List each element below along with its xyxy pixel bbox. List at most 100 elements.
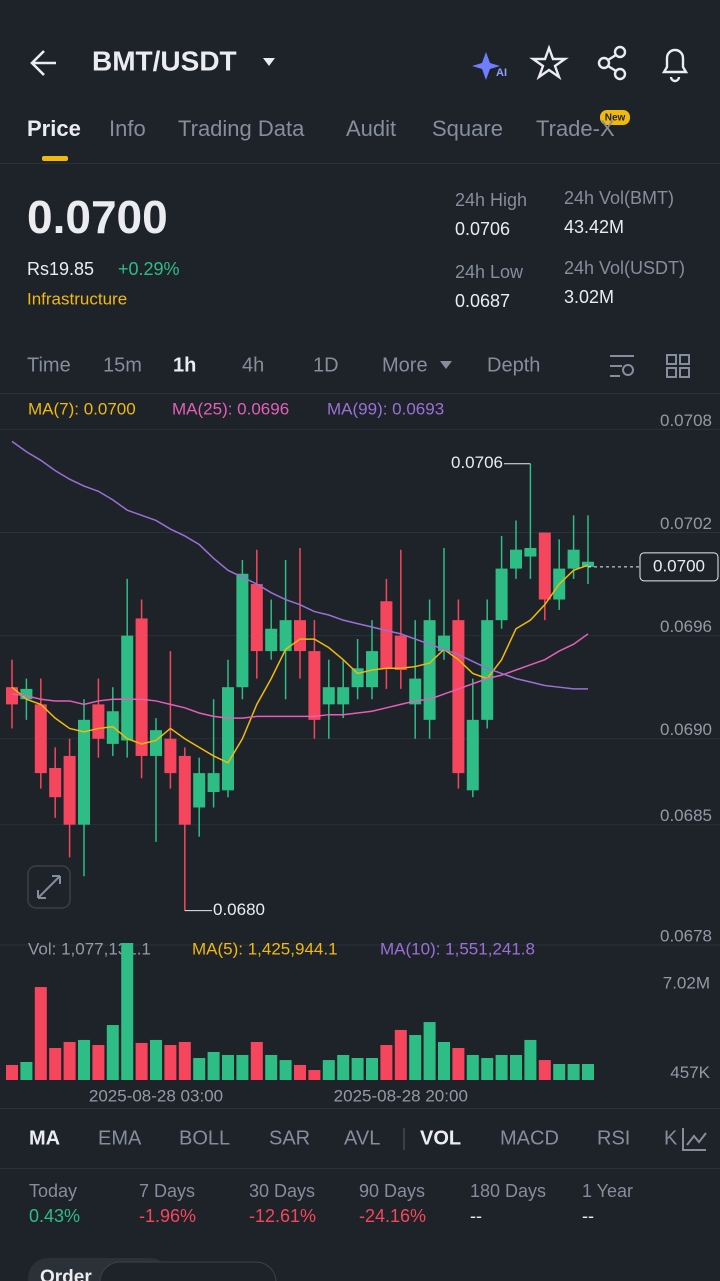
active-tab-indicator (42, 156, 68, 161)
ma-legend: MA(25): 0.0696 (172, 399, 289, 418)
indicator-settings-icon[interactable] (682, 1128, 707, 1151)
divider (0, 1168, 720, 1169)
alert-icon[interactable] (661, 48, 689, 83)
indicator-tab[interactable]: MACD (500, 1127, 559, 1149)
interval-tab[interactable]: Depth (487, 354, 540, 376)
x-tick-label: 2025-08-28 20:00 (334, 1086, 468, 1105)
tab[interactable]: Info (109, 116, 146, 141)
interval-tab[interactable]: 4h (242, 354, 264, 376)
candle-body (322, 687, 335, 705)
footer-pill[interactable] (99, 1261, 277, 1281)
stat-value: 3.02M (564, 287, 614, 307)
x-tick-label: 2025-08-28 03:00 (89, 1086, 223, 1105)
period-label: 1 Year (582, 1181, 633, 1201)
candle-body (409, 678, 422, 705)
category-tag[interactable]: Infrastructure (27, 289, 127, 308)
indicator-tab[interactable]: EMA (98, 1127, 142, 1149)
volume-bar (279, 1060, 292, 1080)
ma-legend: MA(7): 0.0700 (28, 399, 136, 418)
local-price: Rs19.85 (27, 259, 94, 279)
y-tick-label: 0.0696 (660, 617, 712, 636)
interval-tab[interactable]: Time (27, 354, 71, 376)
interval-tab[interactable]: 1D (313, 354, 339, 376)
last-price-label: 0.0700 (653, 556, 705, 575)
pair-caret[interactable] (263, 58, 275, 66)
volume-bar (6, 1064, 18, 1080)
candle-body (582, 561, 594, 567)
stat-value: 43.42M (564, 217, 624, 237)
candle-body (63, 755, 76, 825)
volume-bar (92, 1045, 105, 1080)
back-icon[interactable] (30, 50, 56, 76)
volume-bar (20, 1061, 33, 1080)
volume-bar (150, 1039, 162, 1080)
tab[interactable]: Price (27, 116, 81, 141)
share-icon[interactable] (597, 45, 627, 81)
candle-body (337, 687, 350, 705)
tab[interactable]: Audit (346, 116, 396, 141)
indicator-tab[interactable]: MA (29, 1127, 60, 1149)
last-price-box (639, 552, 719, 582)
settings-icon[interactable] (610, 355, 634, 377)
volume-bar (49, 1048, 62, 1080)
volume-bar (193, 1057, 206, 1080)
volume-bar (351, 1057, 364, 1080)
pair-title[interactable]: BMT/USDT (92, 45, 237, 76)
divider (0, 163, 720, 164)
indicator-tab[interactable]: VOL (420, 1127, 461, 1149)
period-change: -12.61% (249, 1206, 316, 1226)
separator (403, 1128, 405, 1150)
favorite-icon[interactable] (529, 44, 569, 81)
indicator-tab[interactable]: BOLL (179, 1127, 230, 1149)
ai-icon[interactable]: AI (472, 52, 507, 80)
divider (0, 393, 720, 394)
candle-body (423, 620, 436, 720)
tab[interactable]: Trade-X (536, 116, 615, 141)
volume-bar (106, 1025, 119, 1080)
indicator-tab[interactable]: K (664, 1127, 678, 1149)
interval-tab[interactable]: 15m (103, 354, 142, 376)
more-caret[interactable] (440, 361, 452, 369)
volume-bar (135, 1042, 148, 1080)
indicator-tab[interactable]: AVL (344, 1127, 380, 1149)
vol-legend: Vol: 1,077,131.1 (28, 939, 151, 958)
indicator-tab[interactable]: RSI (597, 1127, 630, 1149)
volume-bar (78, 1039, 90, 1080)
candle-body (279, 620, 292, 652)
candle-body (193, 773, 206, 808)
volume-bar (265, 1054, 278, 1080)
volume-bar (294, 1064, 306, 1080)
candle-body (164, 738, 177, 774)
svg-text:AI: AI (496, 67, 507, 79)
candle-body (265, 628, 278, 652)
interval-tab[interactable]: More (382, 354, 428, 376)
candle-body (380, 601, 393, 669)
stat-label: 24h Low (455, 262, 524, 282)
period-label: 30 Days (249, 1181, 315, 1201)
expand-button[interactable] (27, 865, 71, 909)
volume-bar (582, 1064, 594, 1080)
candle-body (34, 704, 47, 774)
stat-value: 0.0687 (455, 291, 510, 311)
volume-bar (34, 987, 47, 1080)
high-annotation: 0.0706 (451, 453, 503, 472)
vol-legend: MA(10): 1,551,241.8 (380, 939, 535, 958)
layout-icon[interactable] (666, 354, 690, 378)
indicator-tab[interactable]: SAR (269, 1127, 310, 1149)
volume-bar (380, 1045, 393, 1080)
ma-legend: MA(99): 0.0693 (327, 399, 444, 418)
candle-body (207, 773, 220, 793)
volume-bar (337, 1054, 350, 1080)
interval-tab[interactable]: 1h (173, 354, 196, 376)
tab[interactable]: Trading Data (178, 116, 305, 141)
footer-tab[interactable]: Order (40, 1267, 92, 1281)
candle-body (250, 584, 263, 652)
candle-body (222, 687, 234, 791)
volume-bar (423, 1022, 436, 1080)
volume-bar (178, 1041, 191, 1080)
period-label: 7 Days (139, 1181, 195, 1201)
tab[interactable]: Square (432, 116, 503, 141)
vol-legend: MA(5): 1,425,944.1 (192, 939, 338, 958)
volume-bar (438, 1041, 450, 1080)
period-change: -24.16% (359, 1206, 426, 1226)
